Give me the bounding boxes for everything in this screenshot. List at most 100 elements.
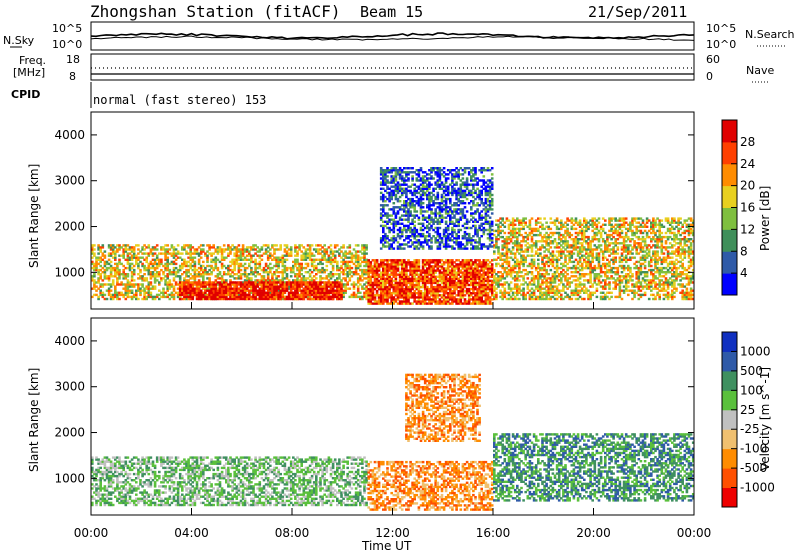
- heatmap-cell: [277, 291, 280, 294]
- heatmap-cell: [306, 293, 310, 297]
- heatmap-cell: [566, 287, 569, 290]
- heatmap-cell: [423, 277, 427, 280]
- heatmap-cell: [417, 275, 421, 278]
- heatmap-cell: [518, 266, 521, 270]
- heatmap-cell: [323, 295, 326, 299]
- heatmap-cell: [103, 268, 107, 272]
- heatmap-cell: [331, 258, 335, 261]
- heatmap-cell: [264, 252, 268, 255]
- heatmap-cell: [363, 250, 366, 253]
- heatmap-cell: [147, 252, 151, 255]
- heatmap-cell: [482, 279, 486, 283]
- heatmap-cell: [168, 287, 172, 290]
- heatmap-cell: [369, 287, 373, 291]
- heatmap-cell: [227, 254, 230, 257]
- heatmap-cell: [208, 246, 211, 249]
- heatmap-cell: [277, 289, 280, 292]
- heatmap-cell: [413, 292, 416, 295]
- heatmap-cell: [214, 256, 218, 259]
- heatmap-cell: [233, 252, 236, 255]
- heatmap-cell: [302, 275, 306, 278]
- heatmap-cell: [501, 262, 504, 266]
- heatmap-cell: [283, 277, 287, 280]
- heatmap-cell: [193, 271, 197, 274]
- heatmap-cell: [329, 252, 333, 255]
- heatmap-cell: [478, 269, 481, 272]
- heatmap-cell: [459, 283, 463, 287]
- heatmap-cell: [532, 283, 536, 286]
- heatmap-cell: [294, 289, 297, 292]
- heatmap-cell: [111, 268, 115, 272]
- heatmap-cell: [132, 252, 136, 255]
- heatmap-cell: [285, 285, 289, 288]
- heatmap-cell: [308, 287, 312, 290]
- heatmap-cell: [342, 254, 345, 257]
- heatmap-cell: [375, 275, 379, 278]
- heatmap-cell: [145, 258, 148, 261]
- heatmap-cell: [438, 275, 442, 278]
- heatmap-cell: [325, 277, 329, 280]
- heatmap-cell: [243, 268, 247, 272]
- heatmap-cell: [365, 289, 368, 292]
- heatmap-cell: [243, 291, 247, 294]
- heatmap-cell: [130, 271, 134, 274]
- heatmap-cell: [421, 283, 425, 287]
- heatmap-cell: [507, 264, 511, 268]
- heatmap-cell: [212, 244, 215, 247]
- heatmap-cell: [513, 254, 517, 257]
- heatmap-cell: [434, 279, 437, 283]
- heatmap-cell: [476, 296, 479, 299]
- heatmap-cell: [419, 279, 423, 283]
- heatmap-cell: [302, 293, 306, 297]
- heatmap-cell: [139, 277, 142, 280]
- heatmap-cell: [379, 277, 383, 280]
- heatmap-cell: [451, 269, 454, 272]
- heatmap-cell: [269, 297, 272, 301]
- heatmap-cell: [348, 266, 352, 270]
- heatmap-cell: [151, 275, 155, 278]
- heatmap-cell: [507, 291, 511, 294]
- heatmap-cell: [269, 268, 272, 272]
- heatmap-cell: [227, 297, 230, 301]
- heatmap-cell: [183, 279, 186, 282]
- heatmap-cell: [208, 289, 211, 292]
- heatmap-cell: [394, 265, 398, 268]
- heatmap-cell: [346, 260, 349, 264]
- heatmap-cell: [415, 259, 419, 262]
- heatmap-cell: [273, 250, 276, 253]
- heatmap-cell: [451, 290, 454, 293]
- heatmap-cell: [428, 271, 431, 274]
- heatmap-cell: [176, 293, 180, 297]
- heatmap-cell: [193, 260, 197, 264]
- heatmap-cell: [342, 283, 345, 286]
- heatmap-cell: [375, 279, 379, 283]
- heatmap-cell: [189, 254, 192, 257]
- heatmap-cell: [486, 259, 490, 262]
- heatmap-cell: [403, 265, 406, 268]
- heatmap-cell: [271, 277, 274, 280]
- heatmap-cell: [440, 300, 444, 303]
- heatmap-cell: [168, 273, 172, 276]
- heatmap-cell: [292, 260, 295, 264]
- heatmap-cell: [432, 261, 435, 264]
- heatmap-cell: [432, 296, 435, 299]
- heatmap-cell: [606, 275, 609, 278]
- heatmap-cell: [375, 281, 379, 285]
- heatmap-cell: [302, 246, 306, 249]
- heatmap-cell: [497, 277, 500, 280]
- heatmap-cell: [392, 269, 396, 272]
- noise-series: [90, 32, 695, 41]
- heatmap-cell: [99, 289, 102, 292]
- heatmap-cell: [426, 277, 429, 280]
- heatmap-cell: [183, 271, 186, 274]
- heatmap-cell: [501, 277, 504, 280]
- heatmap-cell: [593, 264, 597, 268]
- heatmap-cell: [597, 221, 601, 224]
- heatmap-cell: [604, 223, 607, 226]
- heatmap-cell: [432, 294, 435, 297]
- heatmap-cell: [524, 293, 527, 297]
- heatmap-cell: [501, 285, 504, 288]
- heatmap-cell: [149, 273, 153, 276]
- heatmap-cell: [453, 267, 456, 270]
- heatmap-cell: [407, 263, 410, 266]
